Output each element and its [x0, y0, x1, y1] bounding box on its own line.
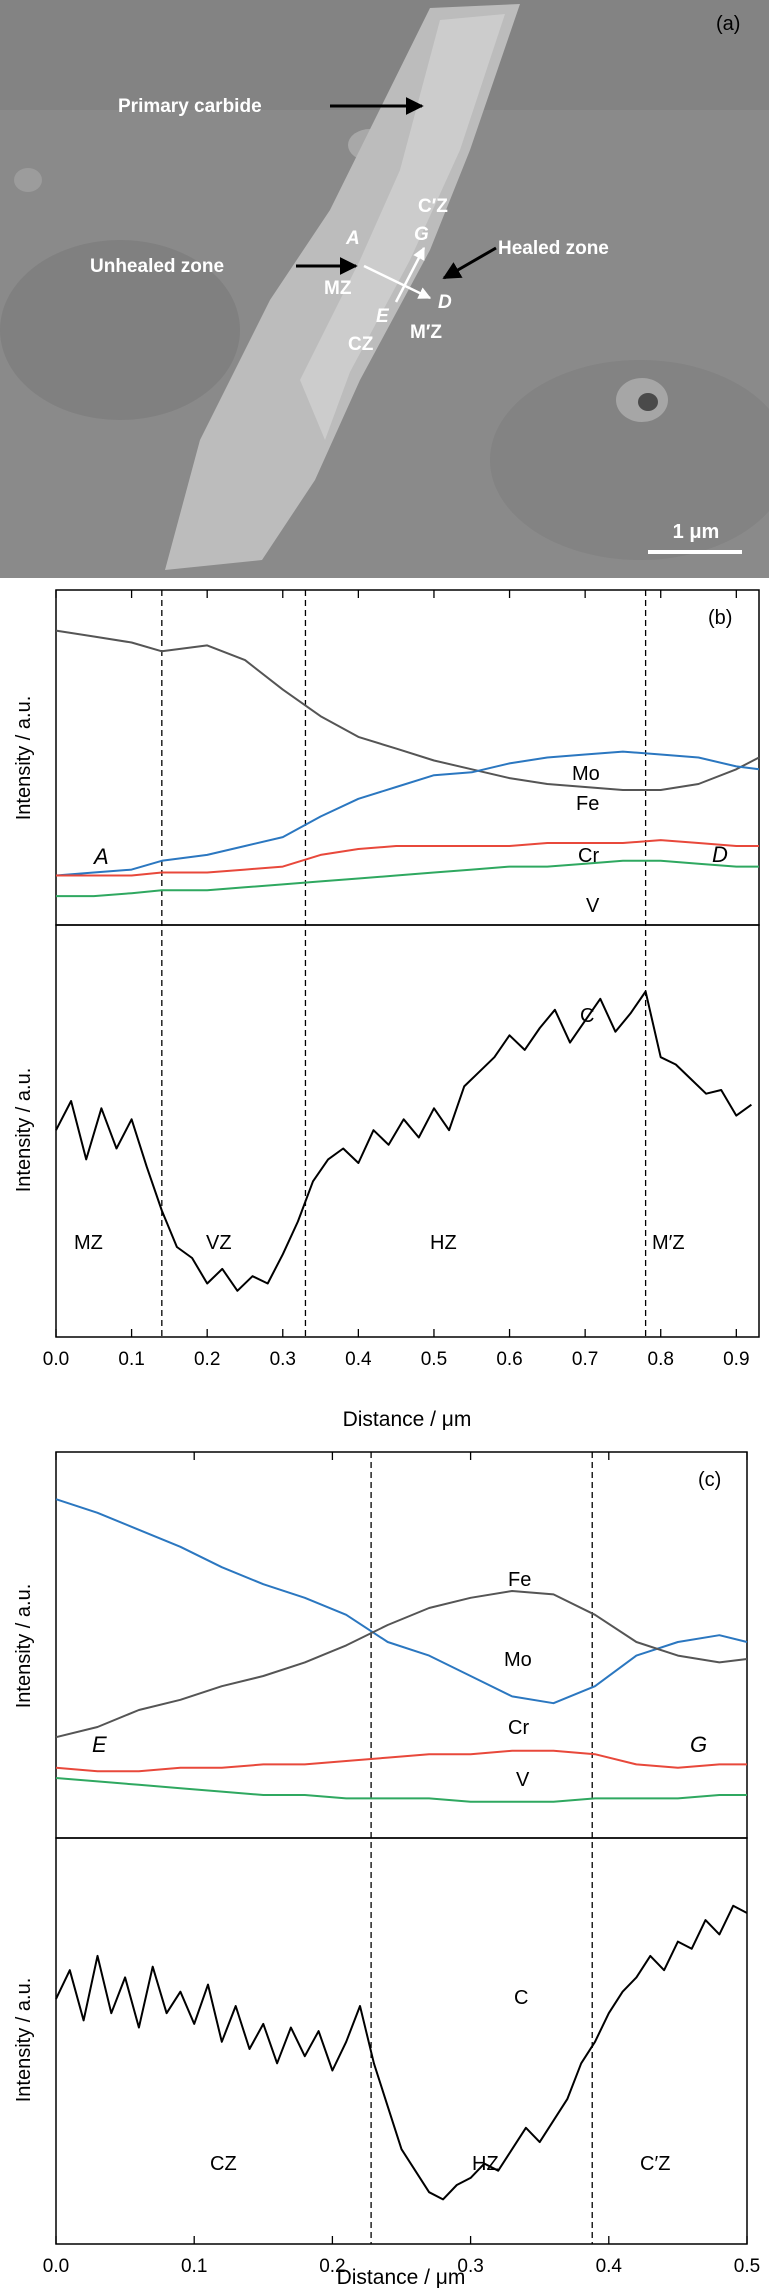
chart-c-label-czp: C′Z	[640, 2153, 670, 2175]
sem-label-czp: C′Z	[418, 196, 448, 217]
chart-b-tick-label-4: 0.4	[345, 1349, 372, 1370]
chart-b-label-c: C	[580, 1005, 594, 1027]
sem-label-mz: MZ	[324, 278, 352, 299]
chart-c-ylabel-upper: Intensity / a.u.	[13, 1584, 35, 1709]
chart-c-tick-label-4: 0.4	[596, 2256, 623, 2277]
chart-b-ylabel-lower: Intensity / a.u.	[13, 1068, 35, 1193]
chart-b-panel-label: (b)	[708, 607, 732, 629]
chart-c-ylabel-lower: Intensity / a.u.	[13, 1978, 35, 2103]
chart-c-label-fe: Fe	[508, 1569, 531, 1591]
chart-b-tick-label-2: 0.2	[194, 1349, 220, 1370]
sem-panel: (a) Primary carbide Unhealed zone Healed…	[0, 0, 769, 578]
chart-c-boundaries	[370, 1452, 593, 2244]
chart-b-label-vz: VZ	[206, 1232, 232, 1254]
chart-b-ylabel-upper: Intensity / a.u.	[13, 696, 35, 821]
linescan-eg	[394, 246, 426, 303]
chart-c-label-g: G	[690, 1732, 707, 1757]
sem-label-g: G	[414, 224, 429, 245]
chart-c-series-mo	[55, 1498, 748, 1705]
chart-c-series-c	[55, 1904, 748, 2201]
chart-c-label-hz: HZ	[472, 2153, 499, 2175]
sem-label-cz: CZ	[348, 334, 374, 355]
chart-c-tick-label-2: 0.2	[319, 2256, 345, 2277]
chart-b-label-v: V	[586, 895, 600, 917]
chart-c-series-cr	[55, 1749, 747, 1773]
chart-b-series-c	[55, 990, 752, 1292]
sem-panel-label: (a)	[716, 13, 740, 35]
chart-b-series-cr	[56, 839, 759, 877]
sem-label-a: A	[345, 228, 360, 249]
chart-b-xlabel: Distance / μm	[343, 1408, 472, 1431]
chart-b-label-d: D	[712, 842, 728, 867]
chart-c-tick-label-1: 0.1	[181, 2256, 207, 2277]
chart-b: (b) 0.0 0.1 0.2 0.3 0.4 0.5 0.6 0.7 0.8 0.9 Mo Fe…	[13, 589, 760, 1431]
chart-b-tick-label-7: 0.7	[572, 1349, 598, 1370]
unhealed-zone-label: Unhealed zone	[90, 256, 224, 277]
chart-b-label-a: A	[92, 844, 109, 869]
chart-b-series-mo	[55, 750, 760, 877]
chart-b-tick-label-1: 0.1	[118, 1349, 144, 1370]
chart-c-lower-frame	[55, 1837, 748, 2245]
chart-c-label-cr: Cr	[508, 1717, 529, 1739]
chart-b-tick-label-6: 0.6	[496, 1349, 522, 1370]
chart-b-series-v	[56, 859, 759, 898]
healed-zone-label: Healed zone	[498, 238, 609, 259]
chart-c-tick-label-5: 0.5	[734, 2256, 760, 2277]
chart-b-label-fe: Fe	[576, 793, 599, 815]
chart-b-lower-frame	[55, 924, 760, 1338]
chart-b-label-mpz: M′Z	[652, 1232, 685, 1254]
chart-c-label-v: V	[516, 1769, 530, 1791]
chart-b-label-mz: MZ	[74, 1232, 103, 1254]
chart-b-tick-label-3: 0.3	[270, 1349, 296, 1370]
chart-c-ticks: 0.0 0.1 0.2 0.3 0.4 0.5	[43, 1452, 760, 2277]
chart-c-tick-label-3: 0.3	[457, 2256, 483, 2277]
sem-particle-2-hole	[638, 393, 658, 411]
chart-b-tick-label-8: 0.8	[648, 1349, 674, 1370]
chart-c-tick-label-0: 0.0	[43, 2256, 69, 2277]
sem-label-e: E	[376, 306, 390, 327]
chart-b-upper-series	[55, 629, 760, 898]
sem-blob-left	[0, 240, 240, 420]
chart-b-tick-label-0: 0.0	[43, 1349, 69, 1370]
chart-c-lower-series	[55, 1904, 748, 2201]
chart-b-lower-series	[55, 990, 752, 1292]
chart-c-upper-series	[55, 1498, 748, 1803]
scale-bar-label: 1 μm	[673, 521, 720, 543]
primary-carbide-highlight	[300, 14, 505, 440]
chart-c-xlabel: Distance / μm	[337, 2266, 466, 2289]
chart-b-tick-label-9: 0.9	[723, 1349, 749, 1370]
healed-zone-arrow	[442, 246, 497, 280]
chart-c-panel-label: (c)	[698, 1469, 721, 1491]
chart-c: (c) 0.0 0.1 0.2 0.3 0.4 0.5 Fe Mo Cr V E G C …	[13, 1451, 760, 2289]
chart-b-boundaries	[161, 590, 647, 1337]
sem-blob-right	[490, 360, 769, 560]
chart-c-label-cz: CZ	[210, 2153, 237, 2175]
linescan-ad	[363, 264, 432, 300]
primary-carbide-label: Primary carbide	[118, 96, 262, 117]
chart-c-series-fe	[55, 1590, 748, 1739]
chart-b-label-hz: HZ	[430, 1232, 457, 1254]
chart-b-label-mo: Mo	[572, 763, 600, 785]
sem-label-d: D	[438, 292, 452, 313]
sem-particle-3	[14, 168, 42, 192]
chart-c-label-c: C	[514, 1987, 528, 2009]
sem-shadow-top	[0, 0, 769, 110]
chart-b-tick-label-5: 0.5	[421, 1349, 447, 1370]
sem-label-mpz: M′Z	[410, 322, 442, 343]
chart-c-label-mo: Mo	[504, 1649, 532, 1671]
chart-b-ticks: 0.0 0.1 0.2 0.3 0.4 0.5 0.6 0.7 0.8 0.9	[43, 590, 750, 1370]
chart-c-label-e: E	[92, 1732, 107, 1757]
chart-b-series-fe	[55, 629, 760, 791]
chart-b-label-cr: Cr	[578, 845, 599, 867]
chart-c-series-v	[55, 1777, 747, 1803]
